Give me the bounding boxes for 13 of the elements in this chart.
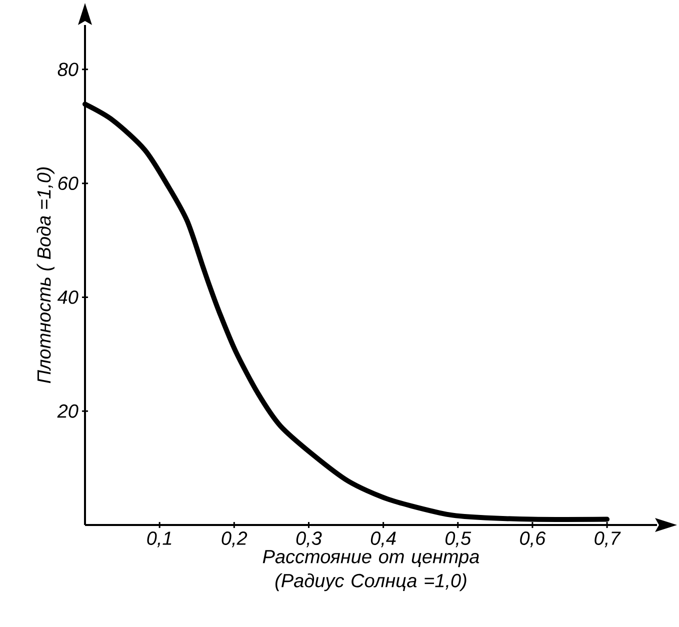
x-tick-label: 0,2: [222, 532, 248, 548]
x-axis-title: Расстояние от центра (Радиус Солнца =1,0): [262, 550, 480, 592]
x-tick-label: 0,1: [147, 532, 172, 548]
x-tick-label: 0,5: [446, 532, 472, 548]
y-tick-label: 60: [58, 176, 78, 190]
x-tick-label: 0,6: [520, 532, 546, 548]
y-tick-label: 20: [57, 404, 78, 418]
x-tick-label: 0,3: [296, 532, 322, 548]
x-tick-label: 0,7: [594, 532, 621, 548]
y-axis-title: Плотность ( Вода =1,0): [36, 167, 54, 384]
x-tick-label: 0,4: [370, 532, 396, 548]
y-tick-label: 80: [58, 62, 78, 76]
y-tick-label: 40: [57, 290, 78, 304]
